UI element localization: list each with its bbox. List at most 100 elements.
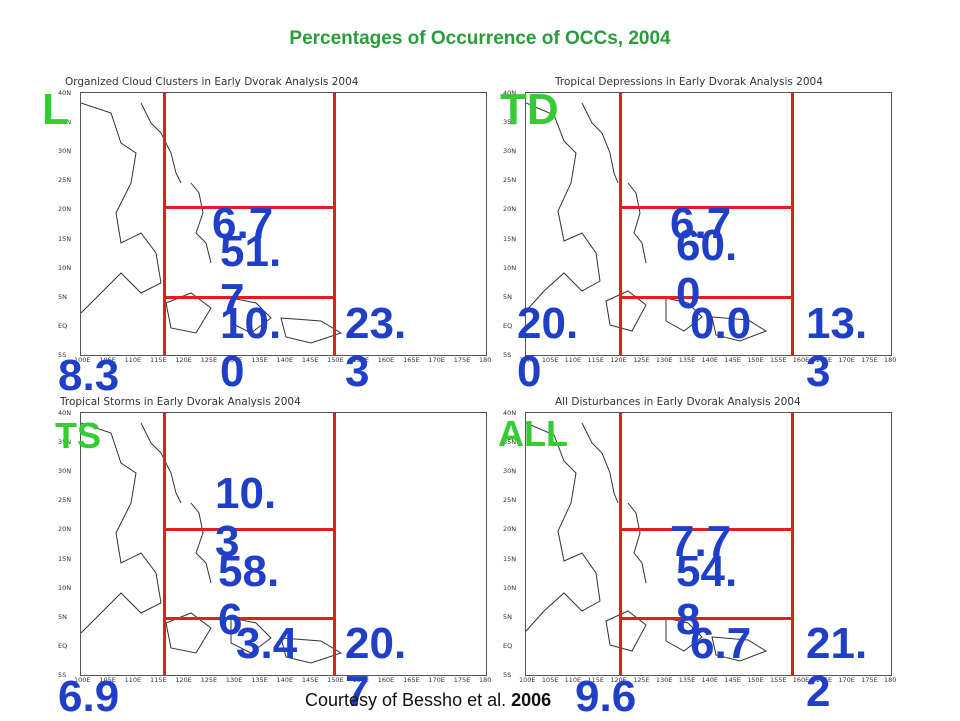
longitude-tick-label: 140E <box>276 676 294 684</box>
value-south: 0.0 <box>690 299 752 348</box>
latitude-tick-label: 35N <box>58 118 72 127</box>
longitude-tick-label: 135E <box>678 356 696 364</box>
map-heading: Tropical Depressions in Early Dvorak Ana… <box>555 76 823 88</box>
divider-horizontal-south <box>619 617 794 620</box>
latitude-tick-label: EQ <box>58 321 68 330</box>
latitude-tick-label: 20N <box>58 525 72 534</box>
value-central: 51. 7 <box>220 227 282 324</box>
value-south: 3.4 <box>236 619 298 668</box>
longitude-tick-label: 120E <box>610 356 627 364</box>
coastline-graphic <box>81 102 343 344</box>
divider-horizontal-north <box>619 206 794 209</box>
latitude-tick-label: 25N <box>503 496 517 505</box>
longitude-tick-label: 110E <box>124 356 142 364</box>
longitude-tick-label: 100E <box>519 356 536 364</box>
longitude-tick-label: 120E <box>175 356 192 364</box>
longitude-tick-label: 115E <box>149 356 167 364</box>
longitude-tick-label: 100E <box>74 356 91 364</box>
latitude-tick-label: 35N <box>503 118 517 127</box>
latitude-tick-label: 40N <box>503 409 517 417</box>
longitude-tick-label: 140E <box>276 356 294 364</box>
divider-horizontal-north <box>163 206 336 209</box>
longitude-tick-label: 105E <box>541 356 559 364</box>
map-heading: Tropical Storms in Early Dvorak Analysis… <box>60 396 301 408</box>
longitude-tick-label: 170E <box>428 356 445 364</box>
longitude-tick-label: 165E <box>815 356 833 364</box>
latitude-tick-label: 10N <box>58 263 72 272</box>
longitude-tick-label: 110E <box>124 676 142 684</box>
panel-tag-ts: TS <box>55 415 102 456</box>
longitude-tick-label: 130E <box>655 356 673 364</box>
divider-vertical-east <box>791 93 794 355</box>
latitude-tick-label: EQ <box>503 321 513 330</box>
latitude-tick-label: 25N <box>503 176 517 185</box>
longitude-tick-label: 160E <box>377 676 395 684</box>
longitude-tick-label: 150E <box>747 676 764 684</box>
longitude-tick-label: 180 <box>884 356 897 364</box>
longitude-tick-label: 170E <box>428 676 445 684</box>
latitude-tick-label: 25N <box>58 496 72 505</box>
longitude-tick-label: 170E <box>838 676 855 684</box>
divider-horizontal-north <box>619 528 794 531</box>
value-west: 20. 0 <box>517 299 579 396</box>
map-frame <box>80 412 487 676</box>
map-frame <box>525 92 892 356</box>
divider-horizontal-south <box>619 296 794 299</box>
latitude-tick-label: EQ <box>58 641 68 650</box>
latitude-tick-label: 30N <box>58 147 72 156</box>
longitude-tick-label: 130E <box>225 356 243 364</box>
latitude-tick-label: 5S <box>58 351 67 359</box>
latitude-tick-label: 30N <box>503 467 517 476</box>
credit-year: 2006 <box>511 690 552 710</box>
latitude-tick-label: 20N <box>503 525 517 534</box>
longitude-tick-label: 145E <box>724 676 741 684</box>
credit-text: Courtesy of Bessho et al. <box>305 690 512 710</box>
longitude-tick-label: 160E <box>792 356 810 364</box>
longitude-tick-label: 150E <box>747 356 764 364</box>
map-frame <box>525 412 892 676</box>
longitude-tick-label: 165E <box>403 676 420 684</box>
latitude-tick-label: 10N <box>58 583 72 592</box>
latitude-tick-label: 35N <box>58 438 72 447</box>
value-central: 54. 8 <box>676 547 738 644</box>
divider-horizontal-south <box>163 617 336 620</box>
latitude-tick-label: 30N <box>503 147 517 156</box>
value-east: 23. 3 <box>345 299 407 396</box>
longitude-tick-label: 125E <box>633 356 650 364</box>
longitude-tick-label: 150E <box>327 356 344 364</box>
longitude-tick-label: 115E <box>587 676 604 684</box>
divider-vertical-east <box>333 93 336 355</box>
longitude-tick-label: 180 <box>884 676 897 684</box>
longitude-tick-label: 125E <box>200 676 218 684</box>
longitude-tick-label: 155E <box>352 676 369 684</box>
longitude-tick-label: 130E <box>655 676 673 684</box>
divider-vertical-west <box>619 93 622 355</box>
longitude-tick-label: 175E <box>453 676 471 684</box>
map-panel-all: All Disturbances in Early Dvorak Analysi… <box>500 392 945 684</box>
longitude-tick-label: 170E <box>838 356 855 364</box>
longitude-tick-label: 155E <box>352 356 369 364</box>
latitude-tick-label: 5N <box>503 612 512 621</box>
value-south: 10. 0 <box>220 299 282 396</box>
longitude-tick-label: 175E <box>453 356 471 364</box>
longitude-tick-label: 115E <box>587 356 604 364</box>
longitude-tick-label: 145E <box>301 356 319 364</box>
coastline-graphic <box>526 422 768 662</box>
longitude-tick-label: 150E <box>327 676 344 684</box>
longitude-tick-label: 175E <box>861 676 878 684</box>
longitude-tick-label: 120E <box>175 676 192 684</box>
latitude-tick-label: 5S <box>503 671 512 679</box>
value-north: 7.7 <box>670 517 732 566</box>
latitude-tick-label: 40N <box>503 89 517 97</box>
coastline-graphic <box>526 102 768 342</box>
latitude-tick-label: 40N <box>58 89 72 97</box>
latitude-tick-label: 15N <box>503 234 517 243</box>
image-credit: Courtesy of Bessho et al. 2006 <box>305 690 551 711</box>
divider-horizontal-north <box>163 528 336 531</box>
latitude-tick-label: 15N <box>503 554 517 563</box>
longitude-tick-label: 165E <box>815 676 833 684</box>
longitude-tick-label: 110E <box>564 676 582 684</box>
divider-vertical-west <box>163 413 166 675</box>
value-south: 6.7 <box>690 619 752 668</box>
longitude-tick-label: 155E <box>769 356 787 364</box>
